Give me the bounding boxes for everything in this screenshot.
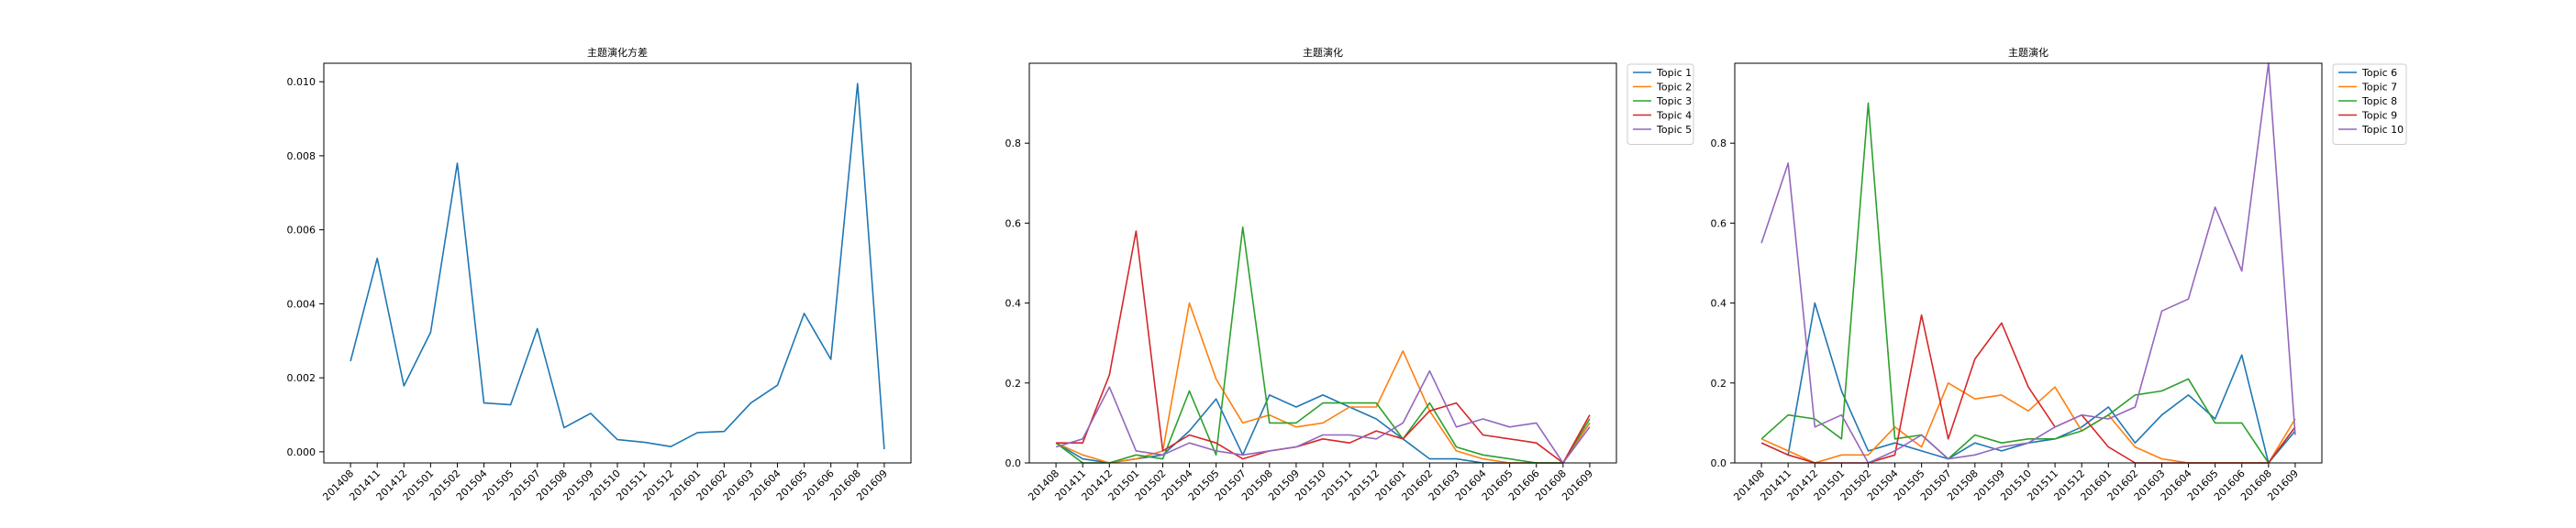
y-tick-label: 0.010 bbox=[287, 76, 316, 88]
y-tick-label: 0.8 bbox=[1711, 138, 1727, 149]
y-tick-label: 0.4 bbox=[1711, 298, 1727, 310]
series-line-topic-5 bbox=[1055, 369, 1591, 464]
series-line-topic-4 bbox=[1056, 230, 1591, 464]
y-tick-label: 0.004 bbox=[287, 298, 316, 310]
legend-label: Topic 1 bbox=[1656, 67, 1692, 79]
y-tick-label: 0.006 bbox=[287, 225, 316, 236]
legend-label: Topic 3 bbox=[1656, 95, 1692, 107]
y-tick-label: 0.008 bbox=[287, 150, 316, 162]
y-tick-label: 0.6 bbox=[1005, 217, 1022, 229]
y-tick-label: 0.2 bbox=[1005, 378, 1022, 390]
legend-box bbox=[1627, 63, 1694, 145]
y-tick-label: 0.4 bbox=[1005, 298, 1022, 310]
legend-label: Topic 9 bbox=[2361, 110, 2397, 122]
chart-title: 主题演化 bbox=[1303, 46, 1343, 59]
legend-box bbox=[2332, 63, 2407, 145]
y-tick-label: 0.0 bbox=[1711, 457, 1727, 469]
legend-label: Topic 5 bbox=[1656, 124, 1692, 136]
y-tick-label: 0.2 bbox=[1711, 378, 1727, 390]
legend-label: Topic 8 bbox=[2361, 95, 2397, 107]
series-line-topic-10 bbox=[1760, 62, 2296, 464]
y-tick-label: 0.002 bbox=[287, 372, 316, 384]
legend-label: Topic 4 bbox=[1656, 110, 1692, 122]
y-tick-label: 0.8 bbox=[1005, 138, 1022, 149]
axes-frame bbox=[1734, 62, 2323, 464]
axes-frame bbox=[1028, 62, 1617, 464]
legend-label: Topic 6 bbox=[2361, 67, 2397, 79]
legend-label: Topic 7 bbox=[2361, 82, 2397, 94]
chart-title: 主题演化 bbox=[2008, 46, 2049, 59]
legend-label: Topic 10 bbox=[2361, 124, 2404, 136]
y-tick-label: 0.0 bbox=[1005, 457, 1022, 469]
series-line-1 bbox=[350, 82, 885, 450]
chart-title: 主题演化方差 bbox=[587, 46, 648, 59]
legend-label: Topic 2 bbox=[1656, 82, 1692, 94]
axes-frame bbox=[323, 62, 912, 464]
series-line-topic-8 bbox=[1760, 102, 2296, 464]
series-line-topic-3 bbox=[1055, 226, 1591, 464]
y-tick-label: 0.000 bbox=[287, 446, 316, 458]
y-tick-label: 0.6 bbox=[1711, 217, 1727, 229]
